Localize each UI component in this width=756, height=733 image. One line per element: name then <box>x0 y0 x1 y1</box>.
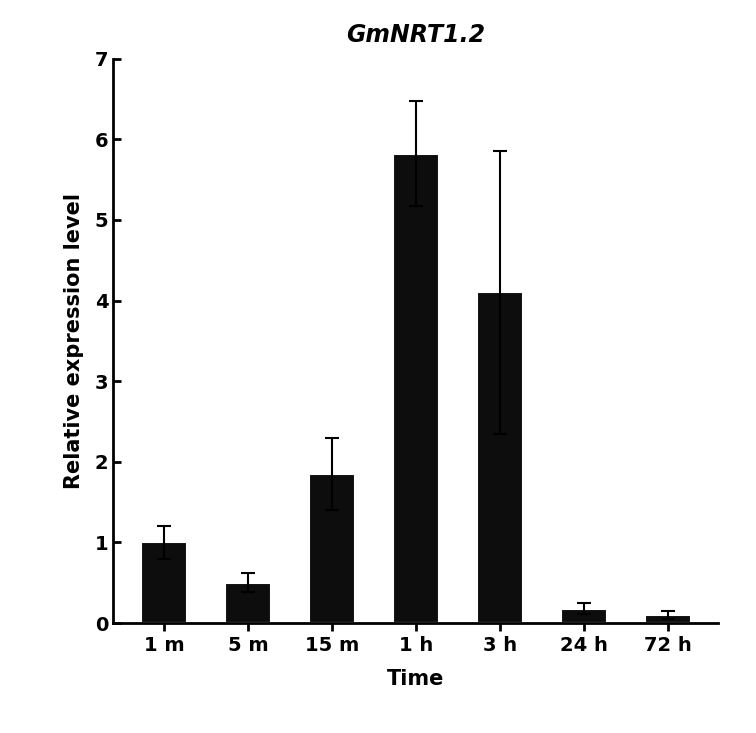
Bar <box>561 608 607 623</box>
Bar <box>476 292 523 623</box>
Bar <box>645 615 691 623</box>
Bar <box>141 542 187 623</box>
Bar <box>225 583 271 623</box>
Y-axis label: Relative expression level: Relative expression level <box>64 193 84 489</box>
Title: GmNRT1.2: GmNRT1.2 <box>346 23 485 47</box>
Bar <box>392 154 439 623</box>
X-axis label: Time: Time <box>387 669 445 689</box>
Bar <box>308 474 355 623</box>
